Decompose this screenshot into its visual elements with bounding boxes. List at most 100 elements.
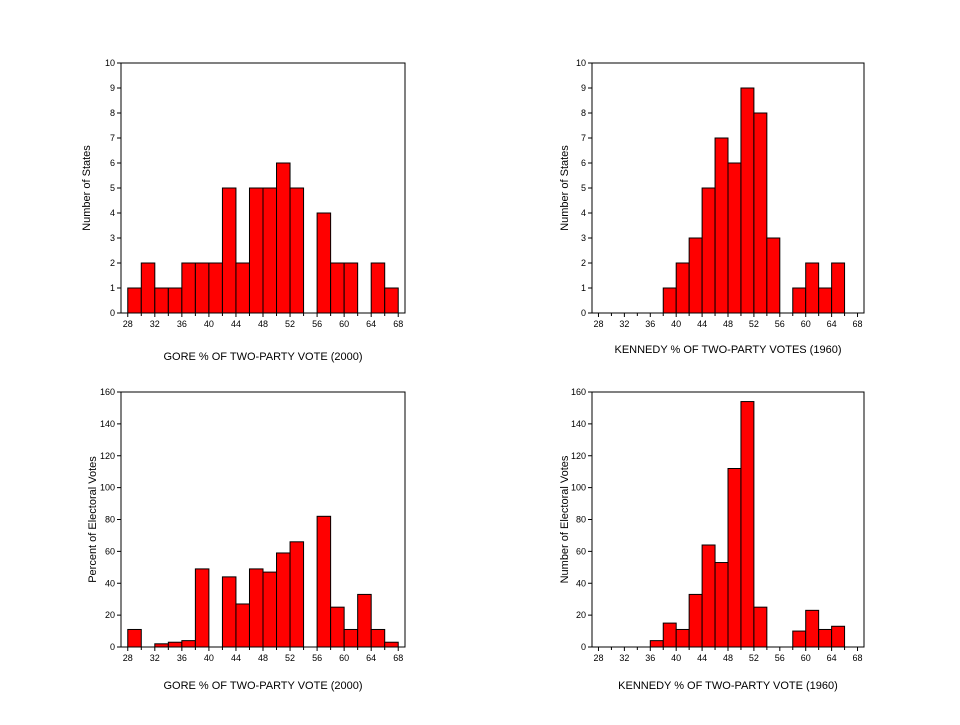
y-tick-label: 8 [581,108,586,118]
histogram-bar [370,628,386,648]
y-tick-label: 80 [105,515,115,525]
histogram-bar [221,576,237,648]
x-tick-label: 56 [775,653,785,663]
histogram-bar [662,287,677,314]
y-tick-label: 3 [581,233,586,243]
histogram-bar [831,625,846,648]
x-tick-label: 68 [853,653,863,663]
x-tick-label: 64 [827,319,837,329]
histogram-bar [262,187,278,314]
histogram-bar [714,562,729,648]
histogram-bar [766,237,781,314]
y-tick-label: 0 [110,642,115,652]
histogram-bar [384,641,399,648]
x-tick-label: 44 [697,319,707,329]
histogram-bar [181,640,196,648]
x-tick-label: 32 [619,319,629,329]
histogram-bar [262,571,278,648]
y-tick-label: 7 [110,133,115,143]
x-tick-label: 52 [749,653,759,663]
histogram-bar [818,287,833,314]
histogram-bar [675,262,690,314]
x-tick-label: 60 [801,319,811,329]
histogram-bar [662,622,677,648]
y-axis-title: Number of Electoral Votes [559,455,571,583]
histogram-bar [370,262,386,314]
x-tick-label: 48 [258,653,268,663]
x-tick-label: 28 [593,653,603,663]
histogram-bar [167,287,183,314]
x-tick-label: 48 [258,319,268,329]
y-tick-label: 3 [110,233,115,243]
y-tick-label: 160 [571,387,586,397]
histogram-bar [727,468,742,648]
y-tick-label: 40 [576,578,586,588]
x-tick-label: 32 [619,653,629,663]
y-axis-title: Number of States [81,145,93,231]
histogram-bar [792,630,807,648]
histogram-bar [727,162,742,314]
y-tick-label: 100 [100,483,115,493]
x-tick-label: 68 [393,319,403,329]
y-tick-label: 0 [581,642,586,652]
histogram-bar [194,262,210,314]
histogram-bar [753,606,768,648]
x-axis-title: GORE % OF TWO-PARTY VOTE (2000) [163,351,362,363]
histogram-bar [343,628,359,648]
x-tick-label: 60 [339,653,349,663]
y-tick-label: 100 [571,483,586,493]
histogram-bar [289,187,305,314]
histogram-bar [181,262,196,314]
x-tick-label: 68 [853,319,863,329]
histogram-bar [688,593,703,648]
y-tick-label: 9 [110,83,115,93]
y-tick-label: 0 [110,308,115,318]
histogram-bar [221,187,237,314]
x-tick-label: 40 [671,653,681,663]
x-tick-label: 40 [671,319,681,329]
histogram-bar [208,262,223,314]
y-tick-label: 8 [110,108,115,118]
x-tick-label: 32 [150,319,160,329]
chart-3: 0 20 40 60 80 100 120 140 160 28 32 36 40 44 48 52 56 60 6… [87,387,406,692]
histogram-bar [753,112,768,314]
y-tick-label: 20 [576,610,586,620]
y-tick-label: 140 [571,419,586,429]
histogram-bar [701,544,716,648]
histogram-bar [384,287,399,314]
y-tick-label: 2 [581,258,586,268]
histogram-bar [235,603,250,648]
y-tick-label: 0 [581,308,586,318]
x-tick-label: 28 [123,653,133,663]
y-tick-label: 60 [576,546,586,556]
x-tick-label: 40 [204,653,214,663]
y-tick-label: 80 [576,515,586,525]
y-tick-label: 120 [571,451,586,461]
histogram-bar [688,237,703,314]
x-tick-label: 44 [697,653,707,663]
histogram-bar [675,628,690,648]
chart-4: 0 20 40 60 80 100 120 140 160 28 32 36 40 44 48 52 56 60 6… [559,387,865,692]
y-tick-label: 1 [581,283,586,293]
histogram-bar [154,643,169,648]
y-tick-label: 6 [581,158,586,168]
x-tick-label: 36 [177,319,187,329]
histogram-bar [140,262,156,314]
y-tick-label: 6 [110,158,115,168]
x-tick-label: 48 [723,653,733,663]
y-axis-title: Percent of Electoral Votes [87,456,99,583]
x-tick-label: 36 [645,319,655,329]
x-tick-label: 44 [231,319,241,329]
histogram-bar [276,162,291,314]
x-tick-label: 60 [801,653,811,663]
histogram-bar [248,568,264,648]
histogram-bar [167,641,183,648]
x-tick-label: 52 [285,319,295,329]
histogram-bar [740,401,755,648]
x-tick-label: 36 [177,653,187,663]
histogram-bar [649,640,664,648]
